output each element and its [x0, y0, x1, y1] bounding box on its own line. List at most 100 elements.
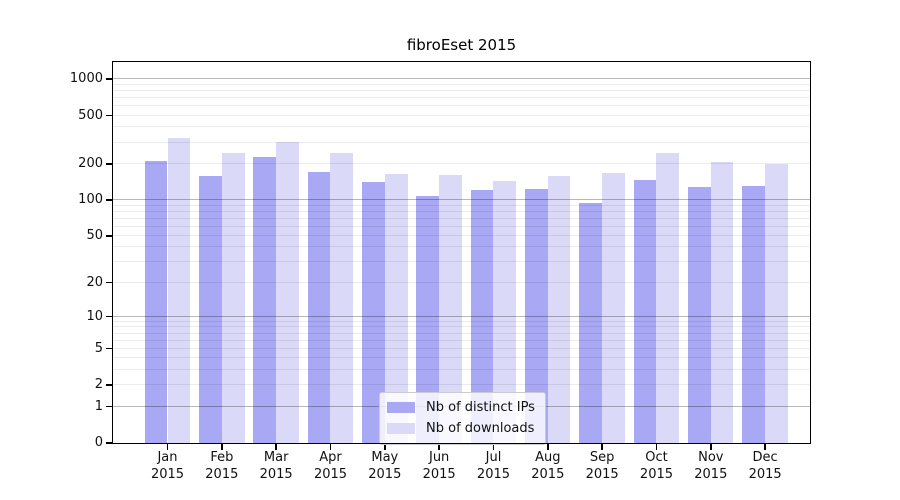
gridline-minor-50: [113, 235, 810, 236]
x-tick-label-jun: Jun 2015: [407, 450, 471, 483]
bar-downloads-jan: [167, 137, 191, 443]
gridline-major-1000: [113, 78, 810, 80]
x-tick-month-jul: Jul: [485, 450, 502, 465]
y-tick-label-10: 10: [86, 308, 103, 324]
x-tick-label-jan: Jan 2015: [136, 450, 200, 483]
bar-downloads-apr: [330, 152, 354, 443]
y-tick-label-2: 2: [94, 377, 103, 393]
gridline-minor-300: [113, 141, 810, 143]
x-tick-month-may: May: [371, 450, 399, 465]
y-tick-mark-100: [106, 199, 113, 201]
gridline-minor-4: [113, 357, 810, 359]
x-tick-label-apr: Apr 2015: [298, 450, 362, 483]
y-tick-mark-1000: [106, 78, 113, 80]
x-tick-label-oct: Oct 2015: [624, 450, 688, 483]
legend-label-downloads: Nb of downloads: [426, 421, 535, 436]
gridline-minor-3: [113, 369, 810, 371]
x-tick-month-apr: Apr: [319, 450, 342, 465]
x-tick-year-feb: 2015: [205, 466, 239, 482]
x-tick-mark-feb: [221, 443, 223, 450]
y-tick-label-50: 50: [86, 227, 103, 243]
x-tick-mark-mar: [275, 443, 277, 450]
gridline-major-10: [113, 315, 810, 317]
gridline-minor-70: [113, 217, 810, 219]
gridline-minor-600: [113, 105, 810, 107]
y-tick-mark-0: [106, 442, 113, 444]
x-tick-mark-jul: [492, 443, 495, 450]
gridline-minor-20: [113, 281, 810, 283]
bar-ips-oct: [633, 179, 657, 443]
gridline-minor-200: [113, 162, 810, 164]
legend-swatch-downloads: [387, 423, 415, 434]
x-tick-year-may: 2015: [368, 466, 402, 482]
bar-downloads-dec: [765, 163, 788, 443]
x-tick-mark-nov: [710, 443, 712, 450]
legend-label-distinct-ips: Nb of distinct IPs: [426, 400, 535, 415]
x-tick-label-jul: Jul 2015: [461, 450, 525, 483]
gridline-minor-2: [113, 384, 810, 386]
gridline-minor-80: [113, 210, 810, 212]
gridline-minor-9: [113, 320, 810, 322]
x-tick-mark-oct: [655, 443, 658, 450]
x-tick-mark-sep: [601, 443, 603, 450]
x-tick-month-jun: Jun: [428, 450, 450, 465]
bar-downloads-sep: [602, 173, 625, 443]
bar-downloads-oct: [656, 152, 680, 443]
x-tick-mark-aug: [547, 443, 549, 450]
x-tick-month-dec: Dec: [752, 450, 778, 465]
bar-ips-nov: [688, 187, 711, 443]
y-tick-label-1000: 1000: [69, 71, 103, 87]
y-tick-mark-5: [106, 347, 113, 350]
x-tick-label-may: May 2015: [353, 450, 417, 483]
y-tick-mark-1: [106, 405, 113, 408]
chart-title: fibroEset 2015: [406, 36, 517, 54]
gridline-minor-8: [113, 326, 810, 328]
gridline-major-100: [113, 199, 810, 201]
x-tick-label-aug: Aug 2015: [516, 450, 580, 483]
gridline-minor-90: [113, 204, 810, 206]
y-tick-label-500: 500: [78, 107, 103, 123]
gridline-minor-900: [113, 83, 810, 85]
bar-downloads-nov: [710, 162, 734, 443]
x-tick-mark-dec: [764, 443, 766, 450]
y-tick-mark-50: [106, 235, 113, 237]
x-tick-year-jun: 2015: [422, 466, 456, 482]
x-tick-month-mar: Mar: [263, 450, 289, 465]
y-tick-label-100: 100: [78, 192, 103, 207]
y-tick-mark-20: [106, 281, 113, 284]
gridline-minor-5: [113, 347, 810, 349]
legend-item-distinct-ips: Nb of distinct IPs: [387, 397, 535, 418]
x-tick-mark-may: [384, 443, 386, 450]
x-tick-month-sep: Sep: [589, 450, 615, 465]
y-tick-label-1: 1: [94, 398, 103, 414]
bar-downloads-mar: [276, 141, 299, 443]
gridline-minor-800: [113, 89, 810, 91]
y-tick-label-20: 20: [86, 274, 103, 290]
x-tick-month-oct: Oct: [645, 450, 668, 465]
bar-downloads-may: [384, 174, 408, 443]
gridline-minor-60: [113, 225, 810, 227]
y-tick-mark-10: [106, 315, 113, 318]
gridline-minor-700: [113, 97, 810, 99]
x-tick-mark-jun: [438, 443, 440, 450]
bar-ips-mar: [253, 157, 277, 443]
x-tick-month-aug: Aug: [535, 450, 561, 465]
bar-ips-apr: [307, 172, 331, 443]
x-tick-year-jan: 2015: [150, 466, 185, 482]
x-tick-year-mar: 2015: [259, 466, 293, 482]
x-tick-mark-apr: [329, 443, 332, 450]
gridline-minor-6: [113, 339, 810, 341]
x-tick-year-sep: 2015: [585, 466, 619, 482]
bar-downloads-jun: [439, 175, 462, 443]
y-tick-mark-200: [106, 163, 113, 165]
y-tick-label-5: 5: [94, 340, 103, 356]
x-tick-year-jul: 2015: [476, 466, 511, 482]
bar-ips-dec: [742, 185, 766, 443]
x-tick-year-dec: 2015: [748, 466, 782, 482]
x-tick-month-feb: Feb: [210, 450, 234, 465]
y-tick-mark-500: [106, 114, 113, 117]
plot-area: Nb of distinct IPs Nb of downloads: [112, 61, 811, 445]
gridline-minor-500: [113, 114, 810, 116]
bar-downloads-aug: [547, 176, 571, 443]
